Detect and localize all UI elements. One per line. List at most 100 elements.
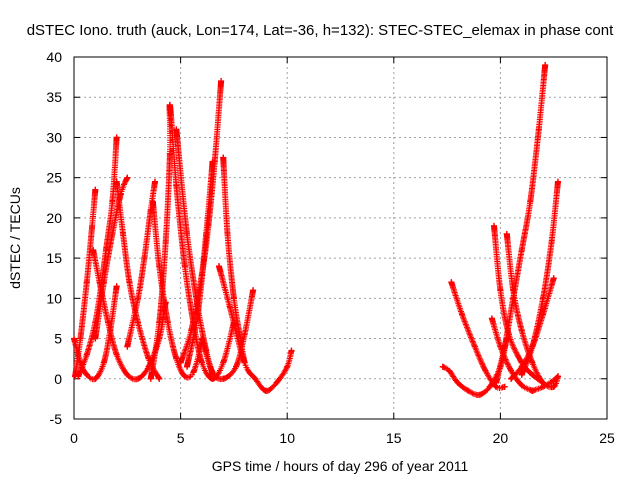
series-pass-19: [491, 222, 547, 386]
data-point: [181, 263, 188, 270]
data-point: [100, 359, 107, 366]
data-point: [518, 327, 525, 334]
data-point: [226, 303, 233, 310]
y-tick-label-3: 10: [46, 290, 62, 306]
data-point: [527, 198, 534, 205]
data-point: [113, 134, 120, 141]
data-point: [550, 383, 557, 390]
data-point: [102, 247, 109, 254]
x-tick-label-4: 20: [493, 430, 509, 446]
data-point: [284, 363, 291, 370]
data-point: [156, 319, 163, 326]
data-point: [491, 222, 498, 229]
data-point: [224, 230, 231, 237]
plot-frame: [73, 56, 608, 420]
data-point: [100, 279, 107, 286]
series-pass-24: [529, 373, 561, 394]
data-point: [209, 158, 216, 165]
data-series: [71, 62, 561, 398]
data-point: [220, 359, 227, 366]
data-point: [252, 375, 259, 382]
data-point: [117, 190, 124, 197]
y-tick-label-7: 30: [46, 129, 62, 145]
data-point: [83, 279, 90, 286]
data-point: [220, 375, 227, 382]
series-pass-21: [493, 62, 549, 386]
data-point: [215, 263, 222, 270]
data-point: [177, 359, 184, 366]
y-tick-label-5: 20: [46, 210, 62, 226]
data-point: [156, 375, 163, 382]
x-tick-label-5: 25: [599, 430, 615, 446]
data-point: [183, 230, 190, 237]
data-point: [183, 363, 190, 370]
data-point: [501, 383, 508, 390]
data-point: [508, 367, 515, 374]
x-axis-label: GPS time / hours of day 296 of year 2011: [212, 458, 469, 474]
data-point: [89, 222, 96, 229]
data-point: [220, 154, 227, 161]
data-point: [173, 182, 180, 189]
series-pass-13: [198, 287, 257, 383]
data-point: [250, 287, 257, 294]
data-point: [92, 375, 99, 382]
data-point: [147, 375, 154, 382]
data-point: [503, 230, 510, 237]
data-point: [497, 287, 504, 294]
x-tick-label-3: 15: [386, 430, 402, 446]
y-tick-label-1: 0: [54, 371, 62, 387]
data-point: [288, 347, 295, 354]
data-point: [198, 335, 205, 342]
x-tick-label-2: 10: [279, 430, 295, 446]
data-point: [198, 359, 205, 366]
data-point: [126, 279, 133, 286]
series-pass-7: [124, 178, 159, 350]
data-point: [209, 369, 216, 376]
series-pass-6: [92, 174, 131, 342]
data-point: [554, 178, 561, 185]
data-point: [166, 150, 173, 157]
data-point: [194, 311, 201, 318]
data-point: [540, 295, 547, 302]
data-point: [105, 319, 112, 326]
data-point: [501, 343, 508, 350]
data-point: [90, 247, 97, 254]
data-point: [262, 387, 269, 394]
data-point: [518, 371, 525, 378]
data-point: [518, 247, 525, 254]
series-pass-23: [518, 178, 561, 378]
data-point: [448, 279, 455, 286]
data-point: [134, 295, 141, 302]
data-point: [529, 343, 536, 350]
data-point: [164, 319, 171, 326]
data-point: [113, 351, 120, 358]
chart-title: dSTEC Iono. truth (auck, Lon=174, Lat=-3…: [27, 22, 614, 39]
data-point: [181, 373, 188, 380]
data-point: [482, 367, 489, 374]
data-point: [550, 377, 557, 384]
data-point: [83, 351, 90, 358]
y-tick-label-9: 40: [46, 49, 62, 65]
data-point: [548, 239, 555, 246]
data-point: [162, 239, 169, 246]
data-point: [465, 387, 472, 394]
data-point: [190, 369, 197, 376]
data-point: [493, 379, 500, 386]
data-point: [124, 174, 131, 181]
series-markers-pass-21: [493, 62, 549, 386]
data-point: [109, 198, 116, 205]
x-axis-ticks: 0 5 10 15 20 25: [70, 57, 615, 446]
y-axis-label: dSTEC / TECUs: [7, 187, 23, 289]
grid-lines: [74, 57, 607, 419]
x-tick-label-0: 0: [70, 430, 78, 446]
data-point: [488, 315, 495, 322]
data-point: [508, 375, 515, 382]
data-point: [109, 230, 116, 237]
data-point: [71, 335, 77, 342]
data-point: [145, 355, 152, 362]
data-point: [535, 126, 542, 133]
data-point: [141, 255, 148, 262]
data-point: [476, 391, 483, 398]
data-point: [173, 126, 180, 133]
